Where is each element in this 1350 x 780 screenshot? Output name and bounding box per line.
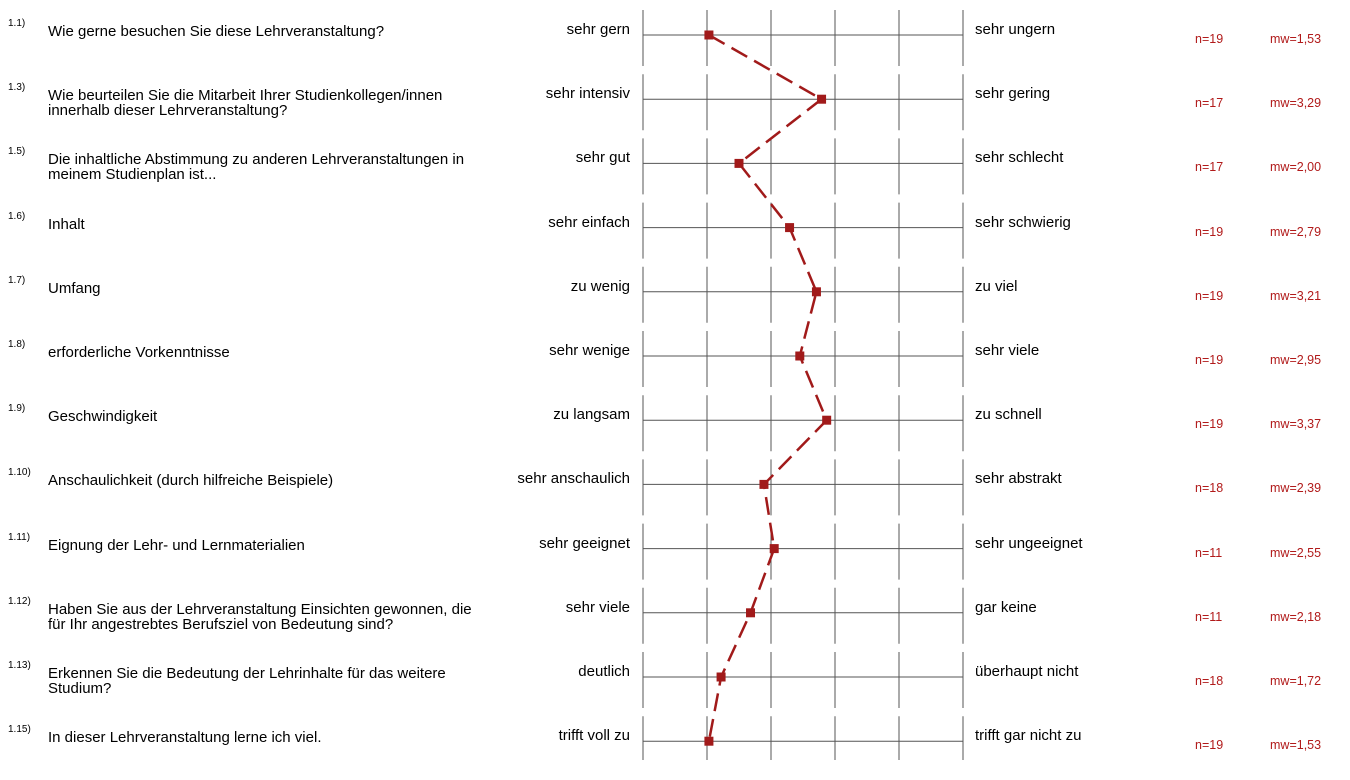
data-point-marker (716, 672, 726, 682)
n-count: n=18 (1195, 674, 1224, 688)
right-pole-label: gar keine (975, 598, 1037, 616)
question-text: Geschwindigkeit (48, 408, 158, 426)
question-row: 1.11) Eignung der Lehr- und Lernmateriali… (0, 524, 1350, 588)
mean-value: mw=2,39 (1270, 481, 1322, 496)
mean-value: mw=2,79 (1270, 224, 1322, 239)
question-number: 1.3) (8, 82, 26, 94)
question-text: erforderliche Vorkenntnisse (48, 344, 230, 361)
question-row: 1.6) Inhalt sehr einfach sehr schwierig n=19… (0, 203, 1350, 267)
question-row: 1.15) In dieser Lehrveranstaltung lerne i… (0, 716, 1350, 780)
question-number: 1.15) (8, 724, 31, 736)
mean-value: mw=1,72 (1270, 674, 1322, 688)
n-count: n=19 (1195, 32, 1224, 46)
question-text: Wie gerne besuchen Sie diese Lehrveranst… (48, 23, 385, 40)
question-text: Erkennen Sie die Bedeutung der Lehrinhal… (48, 665, 446, 697)
n-count: n=18 (1195, 481, 1224, 496)
right-pole-label: sehr abstrakt (975, 470, 1062, 488)
question-row: 1.8) erforderliche Vorkenntnisse sehr weni… (0, 331, 1350, 395)
question-text: Die inhaltliche Abstimmung zu anderen Le… (48, 151, 465, 184)
question-number: 1.12) (8, 595, 31, 607)
data-point-marker (817, 94, 827, 104)
right-pole-label: sehr schwierig (975, 213, 1071, 231)
left-pole-label: deutlich (578, 663, 630, 680)
data-point-marker (734, 158, 744, 168)
question-text: Umfang (48, 279, 101, 297)
data-point-marker (785, 223, 795, 233)
data-point-marker (759, 479, 769, 489)
question-number: 1.5) (8, 146, 26, 158)
profile-series-line (707, 33, 829, 742)
right-pole-label: zu schnell (975, 406, 1042, 424)
mean-value: mw=3,29 (1270, 96, 1322, 111)
mean-value: mw=2,55 (1270, 545, 1322, 560)
mean-value: mw=3,21 (1270, 288, 1322, 303)
question-text: Haben Sie aus der Lehrveranstaltung Eins… (48, 600, 472, 633)
question-text: Wie beurteilen Sie die Mitarbeit Ihrer S… (48, 87, 443, 120)
mean-value: mw=2,18 (1270, 609, 1322, 624)
right-pole-label: zu viel (975, 277, 1018, 295)
left-pole-label: sehr einfach (548, 213, 630, 231)
right-pole-label: sehr ungeeignet (975, 534, 1083, 552)
left-pole-label: sehr intensiv (545, 85, 630, 103)
profile-chart (642, 10, 964, 760)
data-point-marker (746, 608, 756, 618)
question-number: 1.8) (8, 339, 26, 350)
question-row: 1.7) Umfang zu wenig zu viel n=19 mw=3,21 (0, 267, 1350, 331)
question-text: In dieser Lehrveranstaltung lerne ich vi… (48, 729, 322, 747)
question-text: Eignung der Lehr- und Lernmaterialien (48, 536, 305, 554)
left-pole-label: sehr geeignet (539, 534, 630, 552)
data-point-marker (822, 415, 832, 425)
data-point-marker (704, 736, 714, 746)
data-point-marker (795, 351, 805, 361)
question-number: 1.1) (8, 18, 26, 29)
right-pole-label: sehr viele (975, 342, 1040, 359)
right-pole-label: sehr gering (975, 85, 1051, 103)
mean-value: mw=1,53 (1270, 738, 1322, 753)
question-row: 1.10) Anschaulichkeit (durch hilfreiche B… (0, 459, 1350, 523)
question-text: Inhalt (48, 215, 85, 233)
n-count: n=19 (1195, 738, 1224, 753)
left-pole-label: sehr gern (566, 21, 630, 38)
question-number: 1.7) (8, 274, 26, 286)
mean-value: mw=3,37 (1270, 417, 1322, 432)
question-number: 1.11) (8, 531, 31, 543)
question-row: 1.9) Geschwindigkeit zu langsam zu schnell n… (0, 395, 1350, 459)
question-number: 1.10) (8, 467, 31, 479)
data-point-marker (811, 287, 821, 297)
n-count: n=11 (1195, 545, 1223, 560)
question-row: 1.12) Haben Sie aus der Lehrveranstaltung… (0, 588, 1350, 652)
n-count: n=17 (1195, 96, 1224, 111)
n-count: n=17 (1195, 160, 1224, 175)
n-count: n=19 (1195, 224, 1224, 239)
right-pole-label: sehr schlecht (975, 149, 1064, 167)
question-text: Anschaulichkeit (durch hilfreiche Beispi… (48, 472, 334, 490)
question-row: 1.3) Wie beurteilen Sie die Mitarbeit Ihr… (0, 74, 1350, 138)
n-count: n=19 (1195, 417, 1224, 432)
mean-value: mw=2,95 (1270, 353, 1322, 367)
left-pole-label: sehr gut (575, 149, 630, 167)
left-pole-label: sehr anschaulich (517, 470, 630, 488)
mean-value: mw=1,53 (1270, 32, 1322, 46)
data-point-marker (769, 544, 779, 554)
right-pole-label: sehr ungern (975, 21, 1056, 38)
left-pole-label: zu wenig (570, 277, 630, 295)
n-count: n=11 (1195, 609, 1223, 624)
right-pole-label: überhaupt nicht (975, 663, 1079, 680)
left-pole-label: zu langsam (553, 406, 630, 424)
right-pole-label: trifft gar nicht zu (975, 727, 1082, 745)
question-row: 1.5) Die inhaltliche Abstimmung zu andere… (0, 138, 1350, 202)
left-pole-label: sehr viele (565, 598, 630, 616)
question-row: 1.13) Erkennen Sie die Bedeutung der Lehr… (0, 652, 1350, 716)
left-pole-label: trifft voll zu (558, 727, 630, 745)
question-number: 1.6) (8, 210, 26, 222)
left-pole-label: sehr wenige (549, 342, 630, 359)
question-row: 1.1) Wie gerne besuchen Sie diese Lehrver… (0, 10, 1350, 74)
question-number: 1.9) (8, 403, 26, 415)
data-point-marker (704, 30, 714, 40)
n-count: n=19 (1195, 353, 1224, 367)
n-count: n=19 (1195, 288, 1224, 303)
mean-value: mw=2,00 (1270, 160, 1322, 175)
question-number: 1.13) (8, 660, 31, 671)
